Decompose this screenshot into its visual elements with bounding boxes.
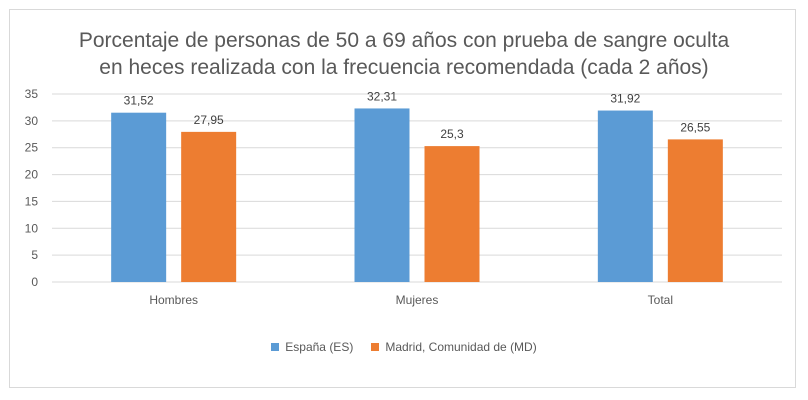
bar-hombres-madrid — [181, 131, 237, 282]
y-tick-label-0: 0 — [31, 275, 38, 289]
x-category-label-total: Total — [648, 293, 673, 307]
legend-item-madrid: Madrid, Comunidad de (MD) — [371, 340, 537, 354]
bar-mujeres-madrid — [424, 146, 480, 282]
bar-total-espana — [597, 110, 653, 282]
x-category-label-mujeres: Mujeres — [396, 293, 439, 307]
y-tick-label-10: 10 — [25, 221, 39, 235]
data-label-total-madrid: 26,55 — [680, 120, 710, 134]
bar-hombres-espana — [111, 112, 167, 283]
chart-title: Porcentaje de personas de 50 a 69 años c… — [0, 27, 808, 81]
y-tick-label-15: 15 — [25, 194, 39, 208]
y-tick-label-5: 5 — [31, 248, 38, 262]
legend-item-espana: España (ES) — [271, 340, 353, 354]
legend-swatch-madrid — [371, 343, 380, 351]
chart-title-line-1: Porcentaje de personas de 50 a 69 años c… — [78, 29, 730, 52]
bar-total-madrid — [667, 139, 723, 282]
y-tick-label-25: 25 — [25, 141, 39, 155]
chart-title-line-2: en heces realizada con la frecuencia rec… — [99, 56, 709, 79]
bar-mujeres-espana — [354, 108, 410, 282]
y-tick-label-20: 20 — [25, 168, 39, 182]
data-label-hombres-espana: 31,52 — [124, 94, 154, 108]
x-category-label-hombres: Hombres — [149, 293, 198, 307]
data-label-mujeres-madrid: 25,3 — [440, 127, 464, 141]
y-tick-label-35: 35 — [25, 87, 39, 101]
data-label-hombres-madrid: 27,95 — [194, 113, 224, 127]
data-label-total-espana: 31,92 — [610, 92, 640, 106]
y-tick-label-30: 30 — [25, 114, 39, 128]
legend-swatch-espana — [271, 343, 280, 351]
data-label-mujeres-espana: 32,31 — [367, 89, 397, 103]
legend-label-madrid: Madrid, Comunidad de (MD) — [385, 340, 537, 354]
legend-label-espana: España (ES) — [285, 340, 354, 354]
chart-legend: España (ES) Madrid, Comunidad de (MD) — [0, 340, 808, 354]
